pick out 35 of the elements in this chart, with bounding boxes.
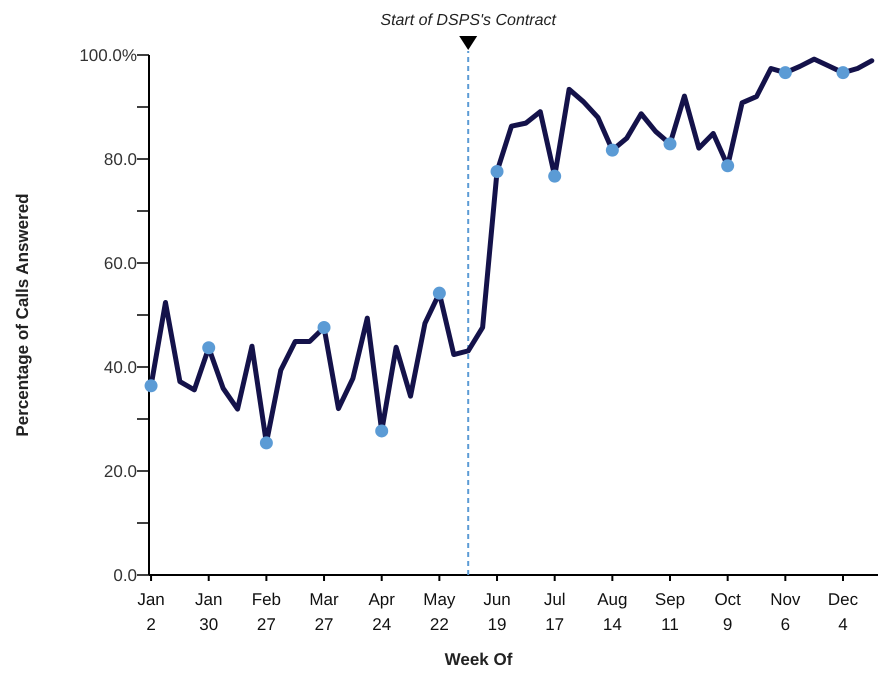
point xyxy=(778,66,792,80)
point xyxy=(432,286,446,300)
ref-line-label: Start of DSPS's Contract xyxy=(380,12,557,29)
point xyxy=(260,436,273,450)
x-tick-label: Mar 27 xyxy=(309,590,340,634)
point xyxy=(548,170,562,183)
x-tick-label: Jun 19 xyxy=(483,590,511,634)
y-tick-label: 100.0% xyxy=(79,46,137,65)
x-tick-label: Nov 6 xyxy=(770,590,801,634)
x-tick-label: May 22 xyxy=(423,590,456,634)
x-tick-label: Oct 9 xyxy=(714,590,742,634)
y-tick-label: 80.0 xyxy=(104,150,137,169)
x-tick-label: Feb 27 xyxy=(252,590,282,634)
x-tick-label: Jan 2 xyxy=(137,590,165,634)
point xyxy=(202,341,216,354)
y-tick-label: 20.0 xyxy=(104,462,137,481)
x-tick-label: Dec 4 xyxy=(828,590,859,634)
x-tick-label: Sep 11 xyxy=(654,590,686,634)
point xyxy=(836,66,850,80)
x-axis-title: Week Of xyxy=(444,650,513,669)
y-axis-title: Percentage of Calls Answered xyxy=(12,193,32,437)
x-tick-label: Jan 30 xyxy=(195,590,222,634)
y-tick-label: 60.0 xyxy=(104,254,137,273)
point xyxy=(606,144,619,157)
y-tick-label: 40.0 xyxy=(104,358,137,377)
x-tick-label: Aug 14 xyxy=(597,590,628,634)
point xyxy=(721,159,734,172)
x-tick-label: Apr 24 xyxy=(368,590,396,634)
point xyxy=(664,137,677,150)
x-tick-label: Jul 17 xyxy=(544,590,566,634)
point xyxy=(375,424,388,438)
y-tick-label: 0.0 xyxy=(113,566,137,585)
point xyxy=(144,379,158,392)
point xyxy=(490,164,504,178)
point xyxy=(318,320,331,334)
